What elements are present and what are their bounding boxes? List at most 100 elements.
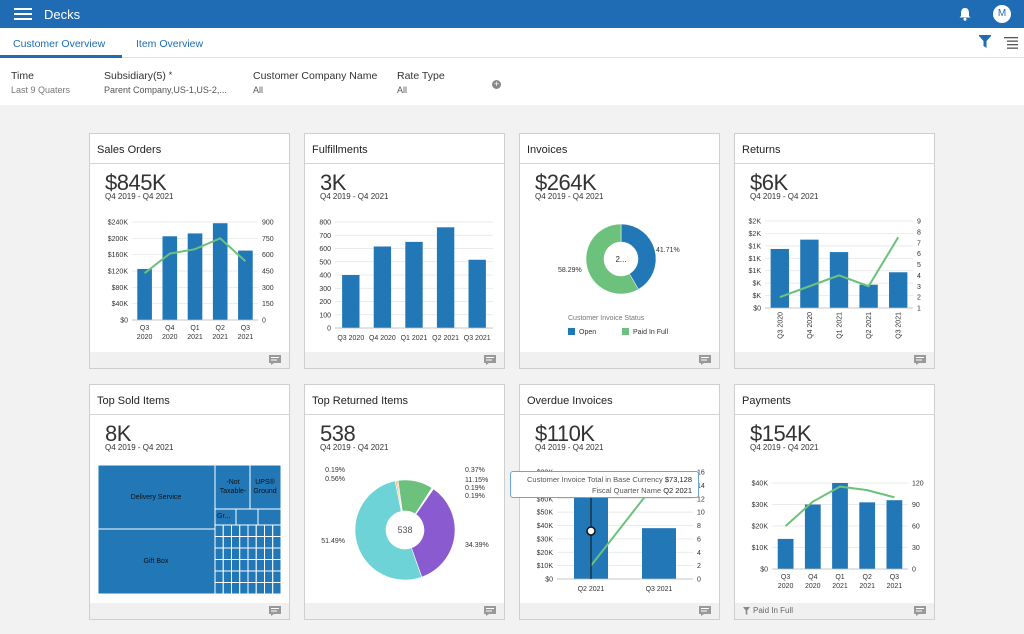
treemap-label: UPS®	[255, 478, 275, 486]
tooltip-metric-value: $73,128	[664, 475, 692, 484]
y-tick-label: $240K	[108, 220, 129, 227]
card-title: Top Sold Items	[90, 385, 289, 415]
add-filter-icon[interactable]: +	[492, 79, 501, 89]
kpi-value: 8K	[105, 421, 131, 446]
y2-tick-label: 750	[262, 236, 274, 243]
y-tick-label: $50K	[537, 510, 554, 517]
card-invoices[interactable]: Invoices $264K Q4 2019 - Q4 2021 2... 41.…	[519, 133, 720, 369]
treemap-cell	[231, 536, 241, 549]
comment-icon[interactable]	[269, 606, 281, 616]
bar	[886, 500, 903, 569]
y-tick-label: $160K	[108, 252, 129, 259]
treemap-cell	[214, 582, 224, 595]
x-tick-label: Q2 2021	[866, 312, 873, 339]
comment-icon[interactable]	[699, 355, 711, 365]
card-top-sold-items[interactable]: Top Sold Items 8K Q4 2019 - Q4 2021 Deli…	[89, 384, 290, 620]
kpi-value: 538	[320, 421, 356, 446]
treemap-cell	[272, 570, 282, 583]
treemap-cell	[235, 508, 259, 526]
y2-tick-label: 4	[917, 273, 921, 280]
treemap-cell	[247, 582, 257, 595]
treemap-cell	[231, 547, 241, 560]
tab-item-overview[interactable]: Item Overview	[136, 38, 204, 50]
card-title: Fulfillments	[305, 134, 504, 164]
filter-time[interactable]: Time Last 9 Quaters	[11, 70, 70, 95]
filter-customer-company-name[interactable]: Customer Company Name All	[253, 70, 377, 95]
treemap-cell	[272, 559, 282, 572]
donut-center-label: 538	[397, 525, 412, 535]
slice-label: 0.56%	[325, 476, 345, 483]
chart-tooltip: Customer Invoice Total in Base Currency …	[510, 471, 699, 498]
y-tick-label: 600	[319, 246, 331, 253]
sales-orders-chart: $0 $40K $80K $120K $160K $200K $240K 0 150 300 450…	[108, 220, 274, 342]
treemap-cell	[214, 547, 224, 560]
x-tick-label: 2021	[832, 583, 848, 590]
treemap-cell	[255, 536, 265, 549]
kpi-period: Q4 2019 - Q4 2021	[320, 192, 389, 201]
slice-label: 41.71%	[656, 247, 680, 254]
comment-icon[interactable]	[914, 606, 926, 616]
card-sales-orders[interactable]: Sales Orders $845K Q4 2019 - Q4 2021 $0 $…	[89, 133, 290, 369]
treemap-cell	[264, 547, 274, 560]
filter-value: All	[253, 85, 264, 95]
bell-icon[interactable]	[956, 5, 974, 23]
footer-filter-label: Paid In Full	[753, 606, 794, 615]
kpi-value: $845K	[105, 170, 167, 195]
card-top-returned-items[interactable]: Top Returned Items 538 Q4 2019 - Q4 2021…	[304, 384, 505, 620]
card-title: Sales Orders	[90, 134, 289, 164]
x-tick-label: Q3	[140, 325, 149, 332]
x-tick-label: 2021	[187, 334, 203, 341]
treemap-label: Ground	[253, 488, 276, 495]
filter-subsidiary[interactable]: Subsidiary(5) * Parent Company,US-1,US-2…	[104, 70, 227, 95]
card-payments[interactable]: Payments $154K Q4 2019 - Q4 2021 $0 $10K $…	[734, 384, 935, 620]
kpi-period: Q4 2019 - Q4 2021	[320, 443, 389, 452]
filter-icon[interactable]	[979, 35, 991, 49]
y-tick-label: $10K	[537, 563, 554, 570]
card-fulfillments[interactable]: Fulfillments 3K Q4 2019 - Q4 2021 0 100 20…	[304, 133, 505, 369]
y2-tick-label: 3	[917, 284, 921, 291]
kpi-period: Q4 2019 - Q4 2021	[535, 443, 604, 452]
x-tick-label: Q3	[781, 574, 790, 581]
x-tick-label: Q3 2021	[896, 312, 903, 339]
x-tick-label: Q2 2021	[432, 335, 459, 342]
series-line	[779, 236, 900, 299]
card-footer	[305, 352, 504, 368]
treemap-label: Delivery Service	[131, 494, 182, 501]
comment-icon[interactable]	[699, 606, 711, 616]
hamburger-menu-icon[interactable]	[14, 8, 32, 20]
bar	[832, 483, 848, 569]
fulfillments-chart: 0 100 200 300 400 500 600 700 800 Q3 2020 Q4 2020 Q…	[319, 220, 493, 342]
list-settings-icon[interactable]	[1004, 35, 1018, 49]
y2-tick-label: 0	[262, 318, 266, 325]
comment-icon[interactable]	[484, 606, 496, 616]
legend-label: Open	[579, 329, 596, 336]
card-overdue-invoices[interactable]: Overdue Invoices $110K Q4 2019 - Q4 2021…	[519, 384, 720, 620]
y-tick-label: $40K	[752, 481, 769, 488]
comment-icon[interactable]	[914, 355, 926, 365]
bar	[777, 538, 794, 569]
legend-swatch	[568, 328, 575, 335]
returns-chart: $0 $K $K $1K $1K $1K $2K $2K 1 2 3 4 5 6 7 8 9 Q3 2020 Q4 …	[749, 219, 921, 339]
kpi-value: $264K	[535, 170, 597, 195]
app-title: Decks	[44, 7, 81, 22]
x-tick-label: Q2 2021	[578, 586, 605, 593]
pie-slice	[620, 223, 657, 290]
comment-icon[interactable]	[269, 355, 281, 365]
tab-customer-overview[interactable]: Customer Overview	[13, 38, 106, 50]
card-returns[interactable]: Returns $6K Q4 2019 - Q4 2021 $0 $K $K $1K $…	[734, 133, 935, 369]
bar	[187, 233, 203, 320]
y-tick-label: 500	[319, 259, 331, 266]
card-footer: Paid In Full	[735, 603, 934, 619]
x-tick-label: 2020	[162, 334, 178, 341]
filter-rate-type[interactable]: Rate Type All	[397, 70, 445, 95]
y2-tick-label: 16	[697, 470, 705, 477]
kpi-period: Q4 2019 - Q4 2021	[535, 192, 604, 201]
treemap-cell	[214, 524, 224, 537]
comment-icon[interactable]	[484, 355, 496, 365]
card-footer	[520, 603, 719, 619]
treemap-cell	[255, 547, 265, 560]
y2-tick-label: 2	[697, 563, 701, 570]
kpi-period: Q4 2019 - Q4 2021	[105, 443, 174, 452]
pie-slice	[410, 488, 456, 578]
avatar[interactable]: M	[993, 5, 1011, 23]
